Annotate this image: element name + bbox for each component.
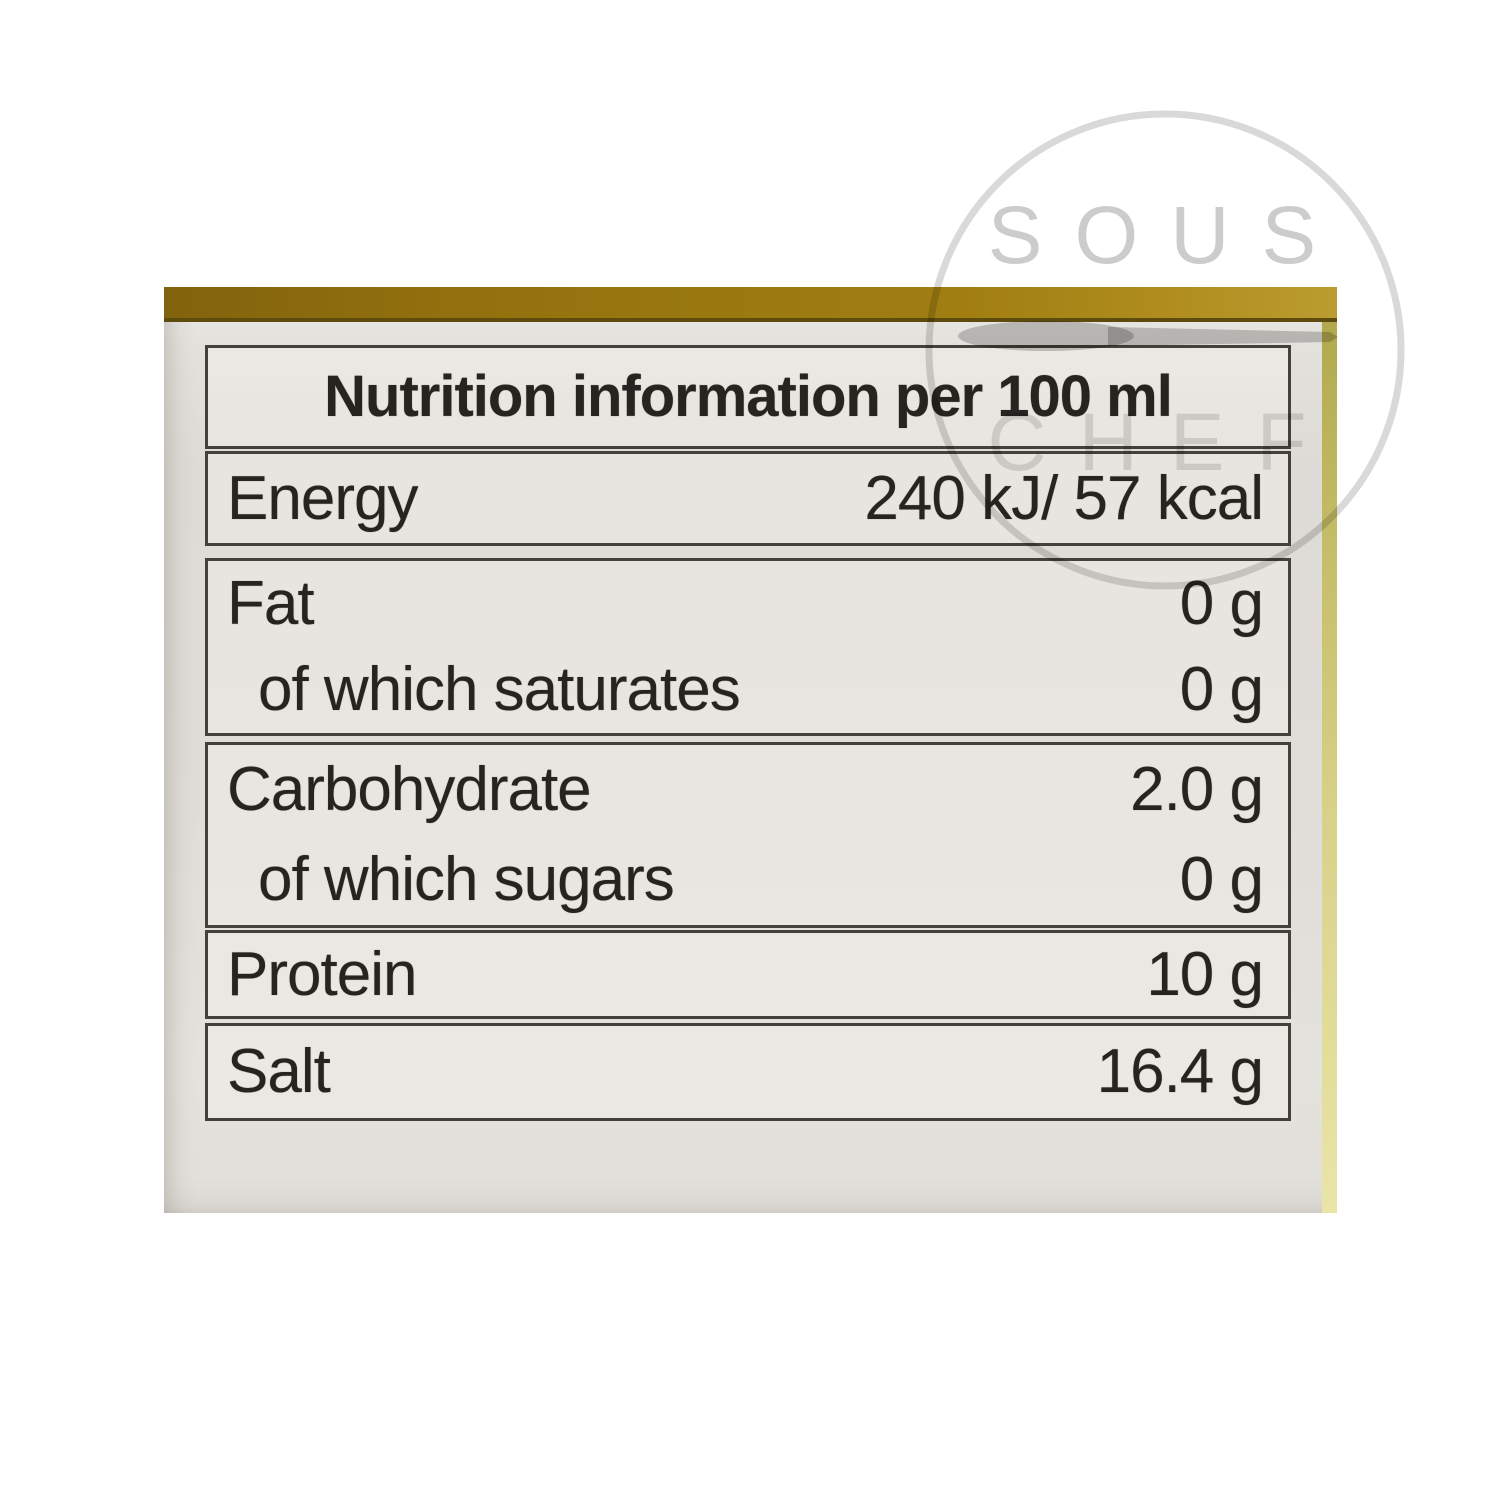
row-value: 240 kJ/ 57 kcal <box>864 463 1264 533</box>
logo-word-top: SOUS <box>988 190 1348 281</box>
row-value: 10 g <box>1146 939 1264 1009</box>
nutrition-row-fat: Fat 0 g of which saturates 0 g <box>205 558 1291 736</box>
row-label: Fat <box>227 569 315 638</box>
row-value: 2.0 g <box>1130 755 1264 824</box>
row-subvalue: 0 g <box>1179 845 1264 914</box>
label-edge-strip <box>1322 322 1337 1213</box>
row-label: Energy <box>227 463 418 533</box>
nutrition-title: Nutrition information per 100 ml <box>324 364 1173 429</box>
row-value: 16.4 g <box>1096 1037 1264 1106</box>
row-sublabel: of which saturates <box>258 655 741 724</box>
bottle-cap-band <box>164 287 1337 322</box>
row-label: Carbohydrate <box>227 755 592 824</box>
row-subvalue: 0 g <box>1179 655 1264 724</box>
nutrition-row-salt: Salt 16.4 g <box>205 1023 1291 1121</box>
row-label: Protein <box>227 939 417 1009</box>
row-value: 0 g <box>1179 569 1264 638</box>
nutrition-table-header: Nutrition information per 100 ml <box>205 345 1291 449</box>
row-label: Salt <box>227 1037 331 1106</box>
row-sublabel: of which sugars <box>258 845 675 914</box>
nutrition-row-energy: Energy 240 kJ/ 57 kcal <box>205 451 1291 546</box>
nutrition-row-protein: Protein 10 g <box>205 930 1291 1019</box>
nutrition-row-carbohydrate: Carbohydrate 2.0 g of which sugars 0 g <box>205 742 1291 928</box>
label-photo: Nutrition information per 100 ml Energy … <box>164 287 1337 1213</box>
